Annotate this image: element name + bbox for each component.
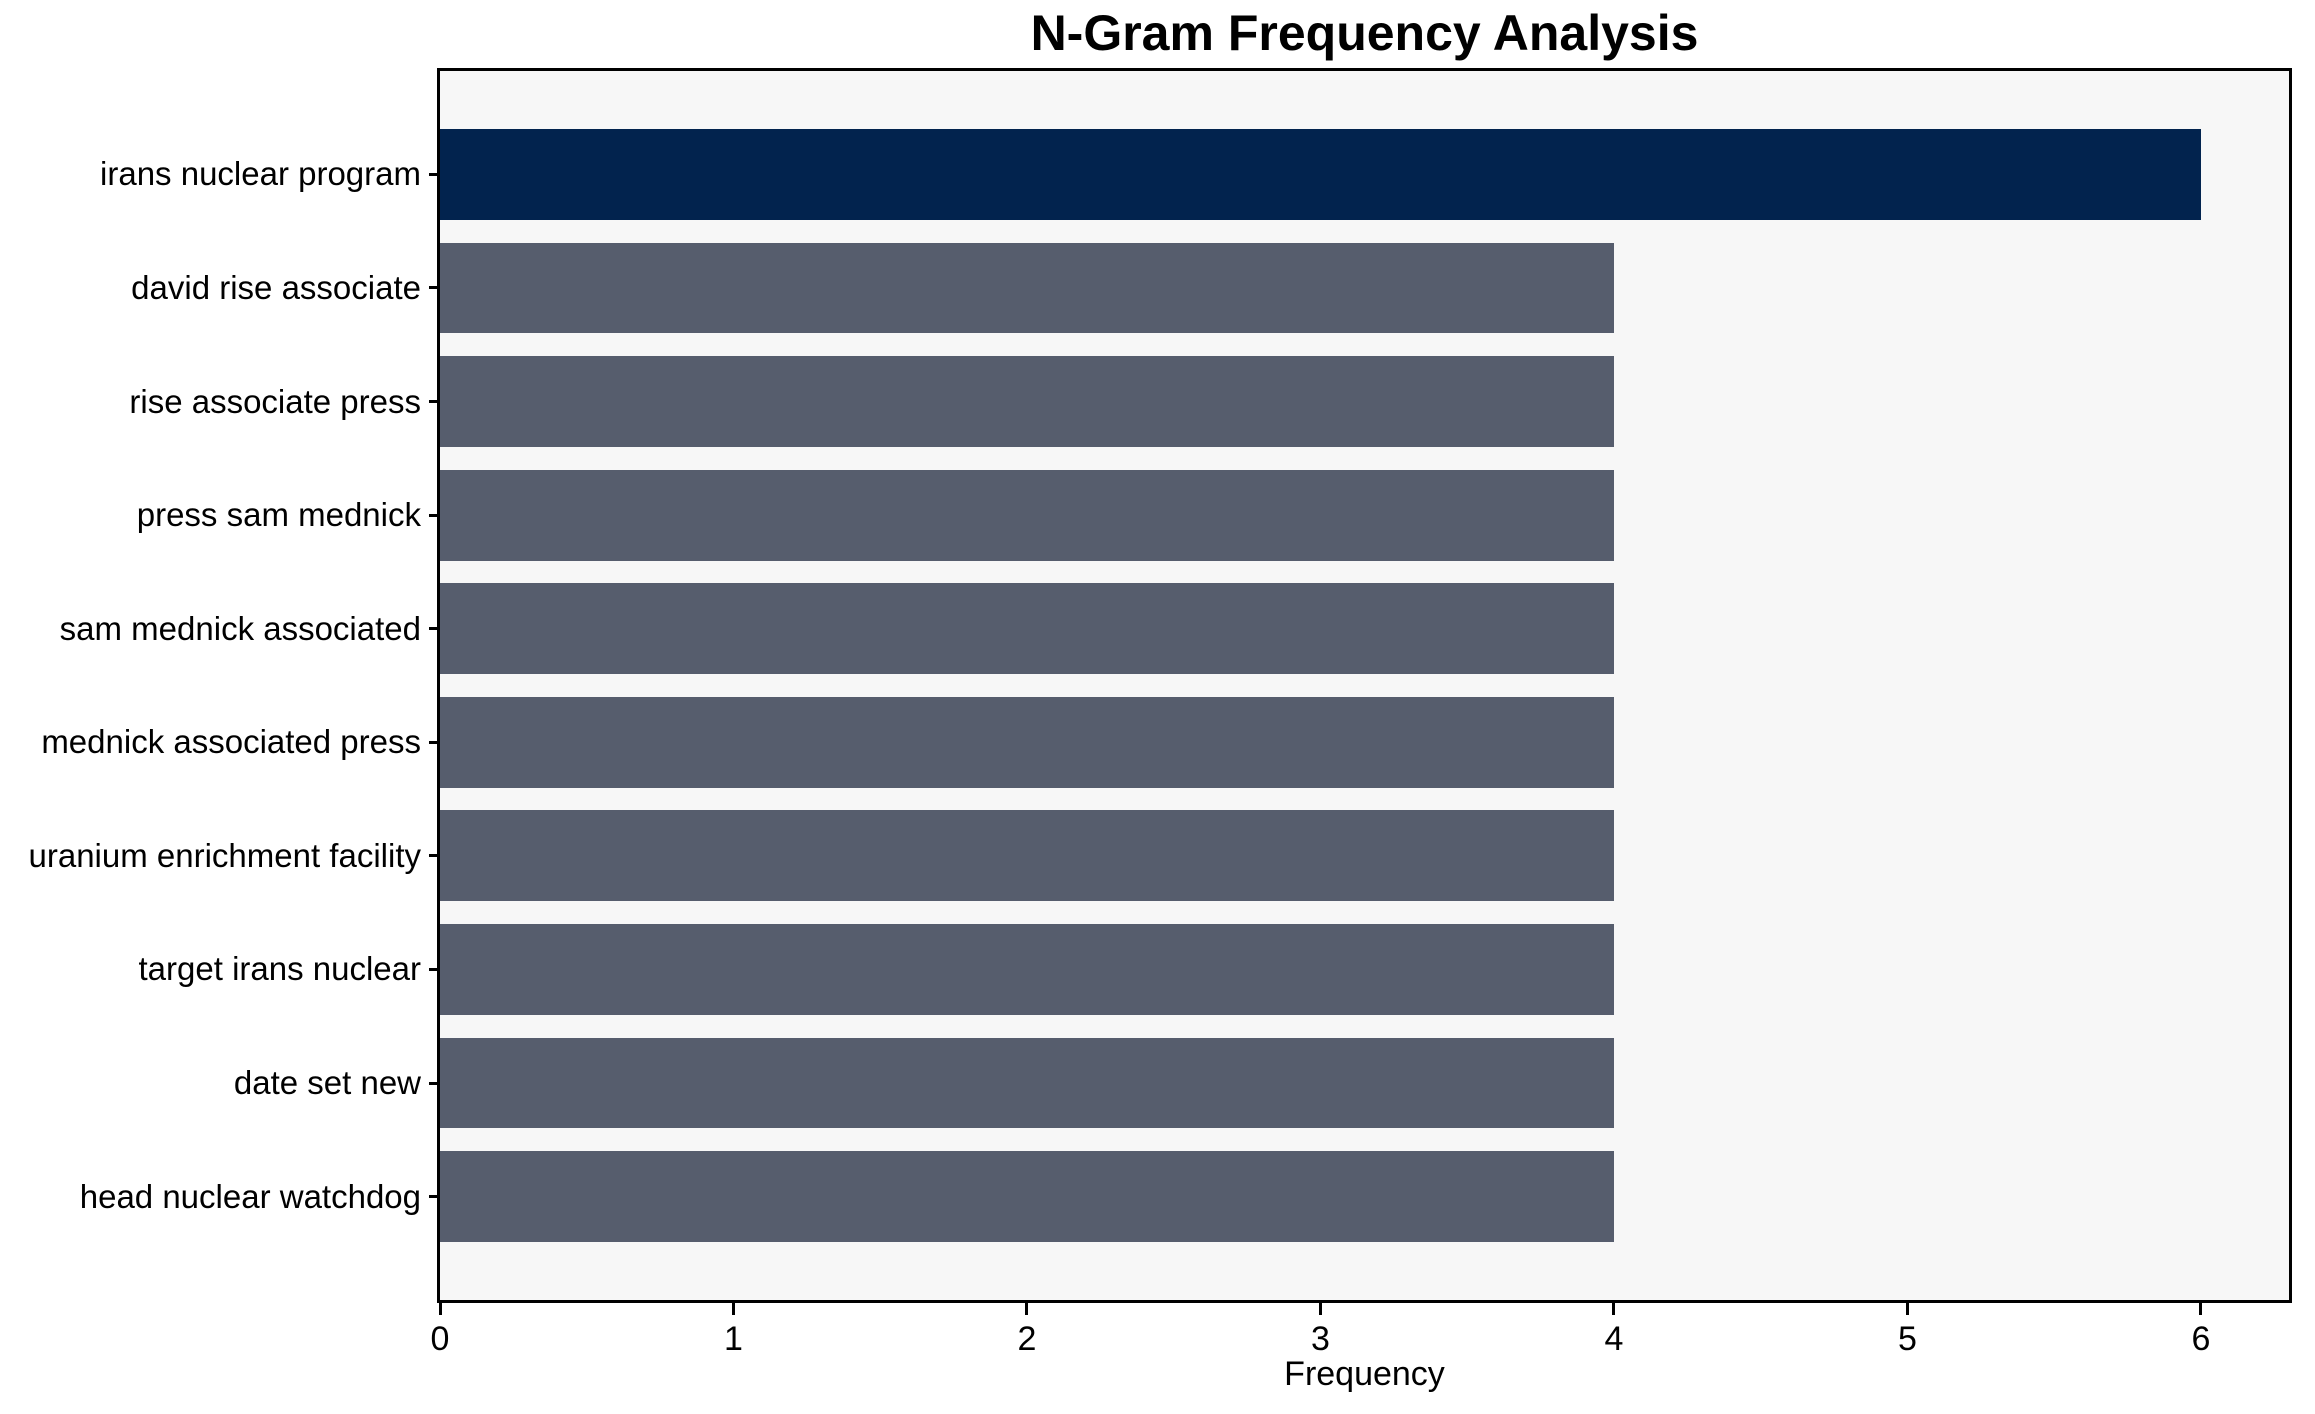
y-tick (429, 1195, 437, 1199)
y-tick (429, 740, 437, 744)
bar (440, 128, 2201, 220)
x-tick-label: 3 (1311, 1320, 1330, 1358)
y-tick (429, 854, 437, 858)
y-tick (429, 967, 437, 971)
y-tick (429, 513, 437, 517)
x-tick (438, 1303, 442, 1315)
bar (440, 242, 1614, 334)
y-tick-label: head nuclear watchdog (79, 1177, 421, 1215)
bar (440, 810, 1614, 902)
x-tick (2199, 1303, 2203, 1315)
y-tick-label: target irans nuclear (138, 950, 421, 988)
bar (440, 924, 1614, 1015)
x-axis-label: Frequency (1284, 1355, 1445, 1393)
x-tick (1905, 1303, 1909, 1315)
plot-area (437, 68, 2292, 1303)
y-tick (429, 627, 437, 631)
y-tick-label: press sam mednick (136, 496, 421, 534)
y-tick (429, 1081, 437, 1085)
y-tick-label: sam mednick associated (59, 609, 421, 647)
y-tick-label: irans nuclear program (100, 155, 421, 193)
x-tick-label: 5 (1897, 1320, 1917, 1358)
x-tick-label: 2 (1017, 1320, 1037, 1358)
bar (440, 469, 1614, 561)
y-tick-label: mednick associated press (41, 723, 421, 761)
bar (440, 356, 1614, 447)
bar (440, 1037, 1614, 1129)
x-tick (1318, 1303, 1322, 1315)
x-tick (731, 1303, 735, 1315)
y-tick (429, 400, 437, 404)
y-tick (429, 286, 437, 290)
y-tick-label: uranium enrichment facility (28, 836, 422, 874)
y-tick-label: rise associate press (129, 382, 421, 420)
x-tick-label: 0 (430, 1320, 450, 1358)
bar (440, 1151, 1614, 1243)
bar (440, 696, 1614, 788)
y-tick (429, 172, 437, 176)
y-tick-label: david rise associate (131, 268, 421, 306)
x-tick-label: 6 (2191, 1320, 2211, 1358)
x-tick (1612, 1303, 1616, 1315)
x-tick-label: 4 (1604, 1320, 1624, 1358)
chart-title: N-Gram Frequency Analysis (1030, 5, 1699, 61)
x-tick-label: 1 (724, 1320, 743, 1358)
bar (440, 583, 1614, 675)
x-tick (1025, 1303, 1029, 1315)
y-tick-label: date set new (233, 1064, 421, 1102)
